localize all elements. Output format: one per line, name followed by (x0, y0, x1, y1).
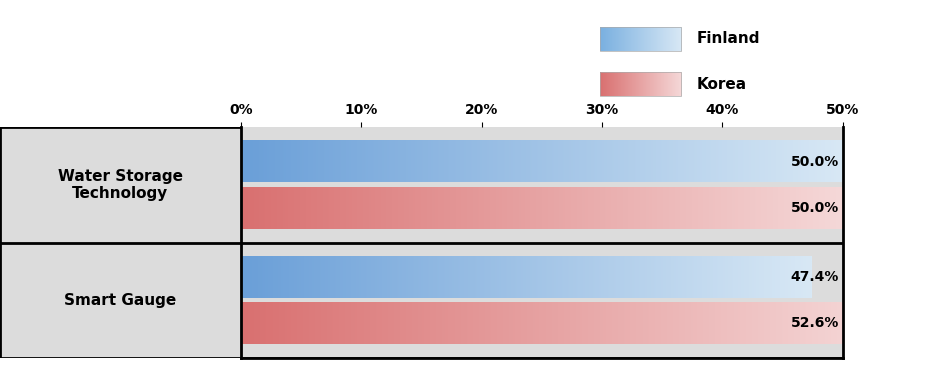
Bar (241, 127, 843, 243)
Text: 50.0%: 50.0% (791, 155, 839, 169)
Text: Korea: Korea (697, 77, 747, 92)
Text: Smart Gauge: Smart Gauge (64, 293, 177, 308)
Bar (241, 243, 843, 358)
Text: 50.0%: 50.0% (791, 201, 839, 215)
Text: Water Storage
Technology: Water Storage Technology (58, 169, 182, 201)
Bar (600, 27, 681, 51)
Text: 52.6%: 52.6% (791, 316, 839, 330)
Text: 47.4%: 47.4% (791, 270, 839, 284)
Bar (0, 243, 241, 358)
Bar (600, 72, 681, 96)
Bar (0, 127, 241, 243)
Text: Finland: Finland (697, 32, 760, 47)
